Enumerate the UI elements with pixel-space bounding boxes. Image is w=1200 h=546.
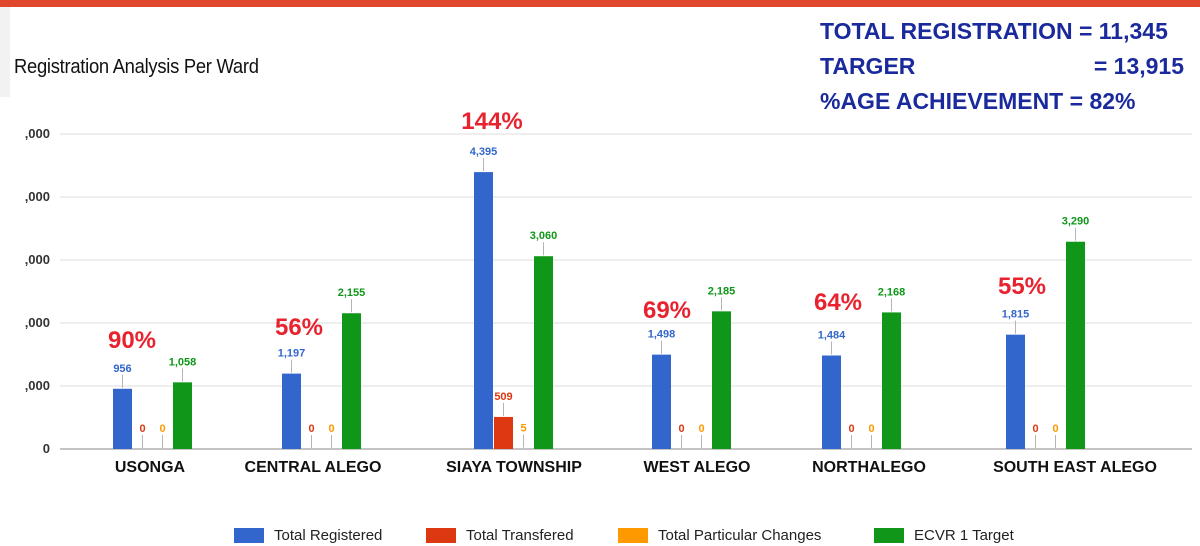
- summary-target-label: TARGER: [820, 53, 916, 79]
- y-tick-label: ,000: [25, 126, 50, 141]
- bar: [882, 312, 901, 449]
- legend-item-total-particular-changes: Total Particular Changes: [618, 527, 821, 544]
- category-label: NORTHALEGO: [812, 459, 926, 476]
- bar: [494, 416, 513, 449]
- legend-item-total-transfered: Total Transfered: [426, 527, 574, 544]
- summary-target: TARGER = 13,915: [820, 49, 1192, 84]
- bar: [474, 172, 493, 450]
- bar: [342, 313, 361, 449]
- data-label: 956: [113, 363, 131, 375]
- legend-label-total-transfered: Total Transfered: [466, 527, 574, 544]
- bar: [173, 382, 192, 449]
- data-label: 0: [308, 423, 314, 435]
- summary-achievement: %AGE ACHIEVEMENT = 82%: [820, 84, 1192, 119]
- data-label: 0: [159, 423, 165, 435]
- percentage-annotation: 90%: [108, 327, 156, 354]
- data-label: 0: [139, 423, 145, 435]
- legend-swatch-total-transfered: [426, 528, 456, 543]
- data-label: 0: [848, 423, 854, 435]
- bar: [1066, 241, 1085, 449]
- legend-item-total-registered: Total Registered: [234, 527, 382, 544]
- percentage-annotation: 64%: [814, 289, 862, 316]
- summary-achievement-label: %AGE ACHIEVEMENT = 82%: [820, 88, 1136, 114]
- data-label: 3,290: [1062, 216, 1090, 228]
- data-label: 0: [328, 423, 334, 435]
- data-label: 2,155: [338, 287, 366, 299]
- data-label: 5: [520, 423, 526, 435]
- legend-swatch-ecvr-target: [874, 528, 904, 543]
- y-tick-label: ,000: [25, 189, 50, 204]
- data-label: 2,168: [878, 286, 906, 298]
- category-label: SIAYA TOWNSHIP: [446, 459, 582, 476]
- data-label: 0: [678, 423, 684, 435]
- summary-box: TOTAL REGISTRATION = 11,345 TARGER = 13,…: [820, 14, 1192, 119]
- bar: [282, 373, 301, 449]
- bar-chart: 0 ,000 ,000 ,000 ,000 ,000 956 1,197 4,395 1,498 1…: [25, 108, 1192, 476]
- category-label: USONGA: [115, 459, 186, 476]
- data-label: 1,058: [169, 356, 197, 368]
- chart-title: Registration Analysis Per Ward: [14, 56, 259, 78]
- bar: [534, 256, 553, 449]
- legend-label-total-particular-changes: Total Particular Changes: [658, 527, 822, 544]
- percentage-annotation: 56%: [275, 314, 323, 341]
- legend: Total Registered Total Transfered Total …: [0, 527, 1200, 546]
- data-label: 4,395: [470, 146, 498, 158]
- data-label: 0: [698, 423, 704, 435]
- category-label: CENTRAL ALEGO: [245, 459, 382, 476]
- data-label: 0: [1032, 423, 1038, 435]
- data-label: 509: [494, 391, 512, 403]
- data-label: 1,498: [648, 329, 676, 341]
- data-label: 1,197: [278, 348, 306, 360]
- summary-total-registration: TOTAL REGISTRATION = 11,345: [820, 14, 1192, 49]
- bar: [652, 354, 671, 449]
- legend-label-total-registered: Total Registered: [274, 527, 383, 544]
- percentage-annotation: 55%: [998, 273, 1046, 300]
- legend-swatch-total-registered: [234, 528, 264, 543]
- y-tick-label: 0: [43, 441, 50, 456]
- bar: [1006, 334, 1025, 449]
- y-tick-label: ,000: [25, 315, 50, 330]
- summary-target-value: = 13,915: [1093, 53, 1184, 79]
- category-label: SOUTH EAST ALEGO: [993, 459, 1157, 476]
- category-label: WEST ALEGO: [644, 459, 751, 476]
- data-label: 1,484: [818, 330, 846, 342]
- legend-swatch-total-particular-changes: [618, 528, 648, 543]
- y-tick-label: ,000: [25, 378, 50, 393]
- data-label: 3,060: [530, 230, 558, 242]
- data-label: 0: [1052, 423, 1058, 435]
- y-tick-label: ,000: [25, 252, 50, 267]
- legend-item-ecvr-target: ECVR 1 Target: [874, 527, 1014, 544]
- bar: [822, 355, 841, 449]
- legend-label-ecvr-target: ECVR 1 Target: [914, 527, 1014, 544]
- left-edge-patch: [0, 7, 10, 97]
- bar: [712, 311, 731, 449]
- data-label: 2,185: [708, 285, 736, 297]
- summary-total-registration-label: TOTAL REGISTRATION = 11,345: [820, 18, 1168, 44]
- data-label: 0: [868, 423, 874, 435]
- data-label: 1,815: [1002, 309, 1030, 321]
- top-border-strip: [0, 0, 1200, 7]
- percentage-annotation: 69%: [643, 297, 691, 324]
- bar: [113, 388, 132, 449]
- percentage-annotation: 144%: [461, 108, 522, 135]
